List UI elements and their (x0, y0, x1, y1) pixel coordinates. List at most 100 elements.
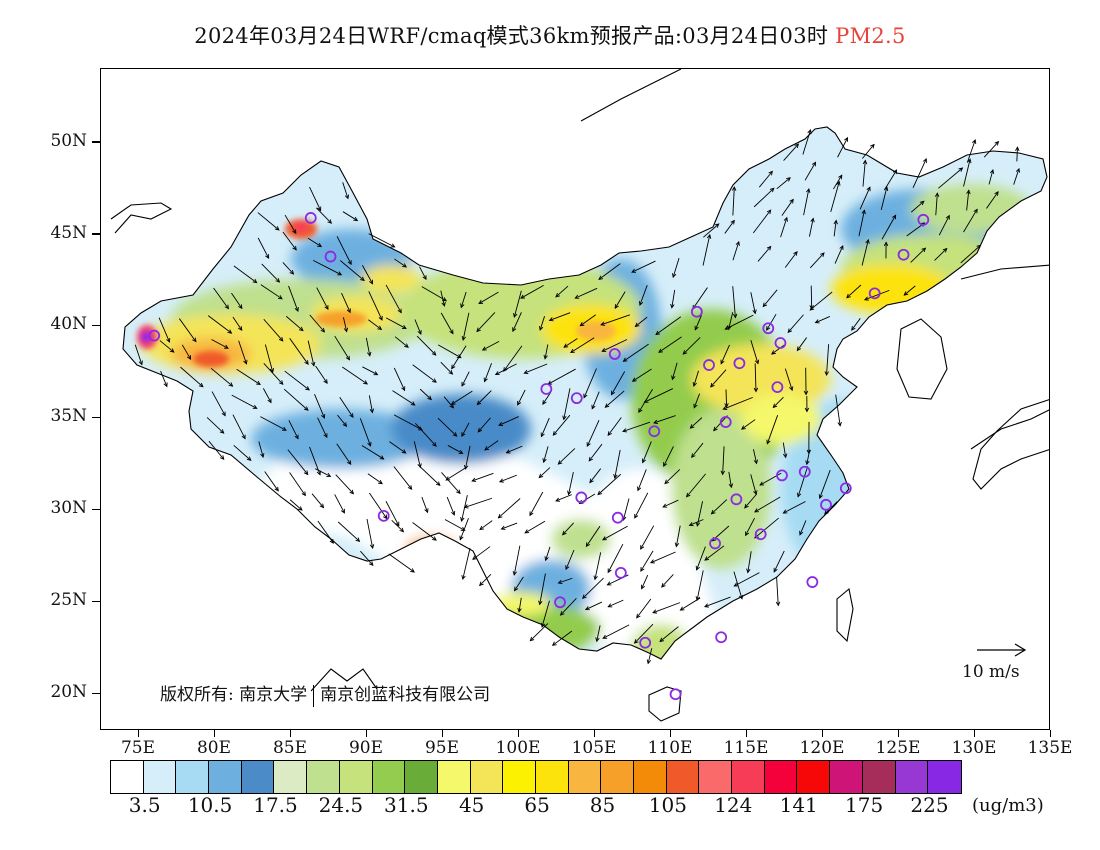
wind-vector (762, 289, 778, 308)
wind-vector (633, 623, 654, 644)
wind-vector (983, 140, 1000, 158)
wind-vector (966, 139, 977, 163)
wind-vector (440, 361, 454, 375)
wind-vector (421, 496, 429, 514)
wind-vector (450, 390, 473, 405)
wind-vector (641, 441, 652, 464)
city-marker (719, 416, 732, 428)
lon-label: 105E (571, 738, 617, 758)
wind-vector (481, 340, 500, 351)
wind-vector (180, 366, 204, 388)
legend-swatch (928, 761, 961, 793)
wind-vector (808, 217, 815, 237)
wind-vector (513, 290, 522, 318)
wind-vector (595, 625, 601, 643)
wind-vector (643, 388, 674, 403)
wind-vector (208, 440, 225, 461)
wind-vector (674, 525, 681, 548)
legend-swatch (111, 761, 144, 793)
wind-vector (562, 388, 571, 421)
wind-vector (517, 389, 526, 406)
legend-swatch (339, 761, 373, 793)
city-marker (608, 348, 621, 360)
wind-vector (317, 520, 334, 544)
wind-vector (835, 394, 842, 427)
wind-vector (520, 284, 544, 299)
lat-label: 50N (50, 130, 87, 151)
city-marker (709, 537, 721, 550)
lon-tick (669, 730, 671, 737)
wind-vector (692, 370, 699, 388)
wind-vector (419, 266, 427, 281)
wind-vector (598, 263, 621, 280)
wind-vector (662, 499, 679, 508)
wind-vector (565, 549, 575, 571)
copyright-divider (313, 684, 315, 707)
wind-vector (393, 367, 406, 392)
wind-vector (258, 441, 265, 458)
wind-vector (238, 340, 248, 365)
wind-vector (311, 493, 325, 509)
legend-swatch (372, 761, 406, 793)
wind-vector (419, 466, 441, 487)
wind-vector (542, 392, 552, 405)
legend-label: 141 (779, 793, 818, 817)
wind-vector (934, 247, 948, 261)
wind-vector (260, 284, 283, 300)
wind-vector (211, 391, 226, 417)
wind-vectors (134, 129, 1021, 665)
lat-label: 35N (50, 406, 87, 427)
wind-vector (257, 237, 270, 260)
wind-vector (750, 340, 760, 365)
copyright-note: 版权所有: 南京大学 南京创蓝科技有限公司 (160, 680, 490, 707)
wind-vector (607, 417, 622, 437)
wind-vector (589, 468, 602, 484)
city-marker (771, 381, 784, 394)
legend-swatch (307, 761, 340, 793)
wind-vector (159, 340, 175, 353)
wind-vector (963, 158, 972, 187)
wind-vector (233, 444, 252, 462)
wind-vector (388, 553, 415, 573)
wind-vector (503, 345, 523, 372)
wind-vector (601, 339, 628, 352)
lon-tick (821, 730, 823, 737)
wind-vector (342, 317, 349, 333)
legend-label: 85 (589, 793, 616, 817)
city-marker (776, 469, 788, 482)
wind-vector (593, 552, 602, 581)
wind-vector (471, 472, 494, 482)
city-marker (733, 357, 746, 370)
wind-vector (753, 187, 775, 208)
wind-vector (498, 416, 519, 426)
wind-vector (720, 344, 730, 365)
wind-vector (804, 396, 810, 413)
city-marker (839, 482, 852, 495)
copyright-org1: 南京大学 (239, 685, 308, 705)
wind-scale-arrow (977, 643, 1027, 657)
wind-vector (834, 244, 844, 264)
wind-vector (416, 335, 437, 356)
wind-vector (463, 445, 471, 470)
wind-vector (562, 522, 575, 536)
wind-vector (682, 337, 701, 355)
wind-vector (412, 364, 437, 383)
legend-swatch (732, 761, 765, 793)
lon-tick (973, 730, 975, 737)
wind-vector (444, 519, 466, 531)
wind-vector (803, 367, 809, 396)
wind-vector (780, 216, 788, 238)
lat-label: 40N (50, 314, 87, 335)
wind-vector (912, 158, 927, 189)
wind-vector (833, 174, 843, 190)
lon-label: 90E (348, 738, 384, 758)
wind-vector (335, 474, 355, 495)
wind-vector (385, 284, 402, 314)
wind-vector (160, 370, 168, 388)
wind-vector (597, 473, 622, 496)
wind-vector (461, 548, 471, 581)
wind-vector (441, 472, 461, 495)
wind-vector (360, 550, 374, 566)
wind-vector (257, 212, 280, 231)
lat-label: 45N (50, 222, 87, 243)
